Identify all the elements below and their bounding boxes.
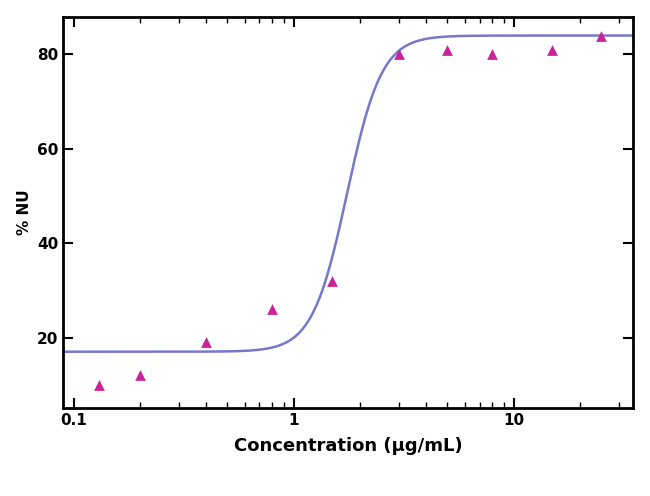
Point	[201, 338, 211, 346]
X-axis label: Concentration (μg/mL): Concentration (μg/mL)	[234, 436, 463, 454]
Point	[94, 381, 104, 389]
Point	[547, 46, 558, 54]
Y-axis label: % NU: % NU	[17, 189, 32, 235]
Point	[135, 372, 145, 379]
Point	[596, 32, 606, 40]
Point	[442, 46, 452, 54]
Point	[267, 305, 278, 313]
Point	[327, 277, 337, 285]
Point	[393, 51, 404, 59]
Point	[487, 51, 497, 59]
